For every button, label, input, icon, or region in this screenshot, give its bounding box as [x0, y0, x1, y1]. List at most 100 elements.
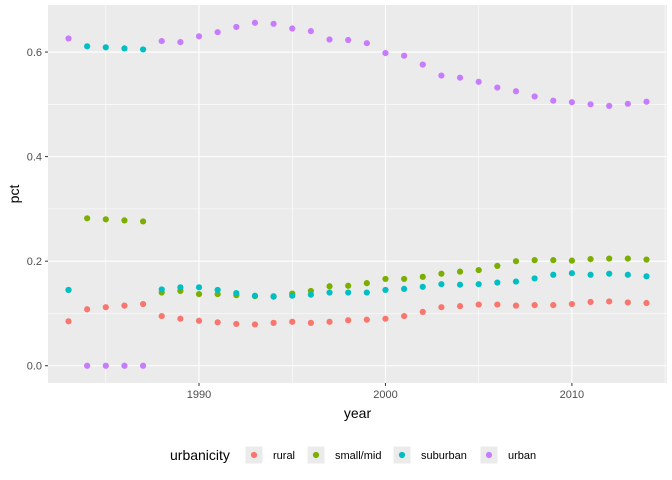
point-rural: [438, 304, 445, 311]
point-suburban: [102, 44, 109, 51]
point-suburban: [289, 292, 296, 299]
point-urban: [531, 93, 538, 100]
point-suburban: [456, 281, 464, 288]
point-small-mid: [382, 275, 389, 283]
point-suburban: [251, 292, 259, 299]
point-small-mid: [326, 283, 333, 290]
point-urban: [177, 39, 184, 46]
point-rural: [363, 316, 370, 323]
point-suburban: [624, 271, 631, 278]
legend-key-urban: [485, 451, 493, 459]
point-suburban: [419, 283, 426, 290]
point-urban: [643, 98, 650, 105]
point-suburban: [550, 271, 557, 278]
point-small-mid: [643, 256, 650, 263]
point-small-mid: [401, 275, 408, 283]
legend-label-small-mid: small/mid: [335, 450, 381, 462]
point-suburban: [475, 281, 482, 288]
point-rural: [158, 312, 165, 320]
point-small-mid: [84, 215, 91, 222]
point-rural: [606, 298, 613, 305]
point-urban: [270, 20, 277, 27]
point-urban: [568, 99, 576, 106]
legend-label-urban: urban: [508, 450, 536, 462]
point-rural: [587, 298, 594, 306]
point-small-mid: [587, 255, 594, 263]
major-gridlines: [48, 5, 667, 383]
point-urban: [456, 74, 464, 81]
point-rural: [475, 301, 482, 308]
point-urban: [65, 35, 72, 42]
point-urban: [382, 49, 389, 57]
point-small-mid: [624, 255, 631, 262]
point-urban: [587, 101, 594, 108]
point-suburban: [233, 289, 240, 297]
point-urban: [624, 100, 631, 107]
minor-gridlines: [48, 5, 667, 383]
point-suburban: [121, 45, 128, 52]
point-urban: [438, 72, 445, 79]
point-urban: [419, 61, 426, 68]
point-suburban: [606, 270, 613, 277]
point-small-mid: [195, 291, 203, 298]
point-suburban: [84, 43, 91, 50]
point-rural: [139, 300, 147, 308]
point-urban: [233, 23, 240, 31]
point-suburban: [214, 286, 221, 294]
point-urban: [139, 362, 147, 369]
point-suburban: [177, 284, 184, 291]
point-urban: [195, 33, 203, 40]
point-rural: [512, 302, 520, 309]
legend-label-rural: rural: [273, 450, 295, 462]
point-small-mid: [438, 270, 445, 277]
point-rural: [456, 303, 464, 310]
x-axis-title: year: [344, 405, 372, 421]
point-urban: [158, 37, 165, 45]
data-points: [65, 19, 650, 369]
point-small-mid: [456, 268, 464, 275]
point-urban: [345, 36, 352, 44]
point-small-mid: [568, 257, 576, 264]
point-small-mid: [512, 258, 520, 265]
point-urban: [214, 29, 221, 36]
point-rural: [345, 317, 352, 324]
point-suburban: [512, 278, 520, 285]
legend-key-small-mid: [312, 451, 320, 459]
point-small-mid: [494, 262, 501, 269]
point-rural: [121, 302, 128, 309]
point-suburban: [345, 289, 352, 296]
point-rural: [401, 312, 408, 320]
x-axis-ticks: 1990 2000 2010: [187, 383, 584, 401]
point-urban: [307, 28, 314, 35]
point-urban: [84, 362, 91, 369]
point-urban: [475, 78, 482, 85]
point-rural: [382, 315, 389, 322]
point-suburban: [326, 289, 333, 296]
point-rural: [419, 308, 426, 315]
point-small-mid: [139, 218, 147, 225]
legend-label-suburban: suburban: [421, 450, 467, 462]
y-axis-title: pct: [6, 185, 22, 204]
point-rural: [102, 304, 109, 311]
panel-background: [48, 5, 667, 383]
point-suburban: [643, 273, 650, 280]
point-rural: [289, 318, 296, 325]
x-tick-label: 2000: [373, 389, 397, 401]
point-suburban: [158, 286, 165, 293]
point-urban: [606, 102, 613, 110]
point-rural: [195, 317, 203, 324]
point-rural: [531, 301, 538, 309]
point-suburban: [531, 275, 538, 282]
y-tick-label: 0.2: [27, 256, 42, 268]
point-small-mid: [363, 280, 370, 287]
point-suburban: [307, 291, 314, 298]
point-urban: [251, 19, 259, 26]
point-small-mid: [102, 216, 109, 223]
legend-key-suburban: [398, 451, 406, 459]
point-small-mid: [475, 266, 482, 274]
point-rural: [65, 318, 72, 325]
legend-title: urbanicity: [170, 447, 230, 463]
point-urban: [102, 362, 109, 369]
point-urban: [550, 97, 557, 104]
point-suburban: [494, 279, 501, 286]
